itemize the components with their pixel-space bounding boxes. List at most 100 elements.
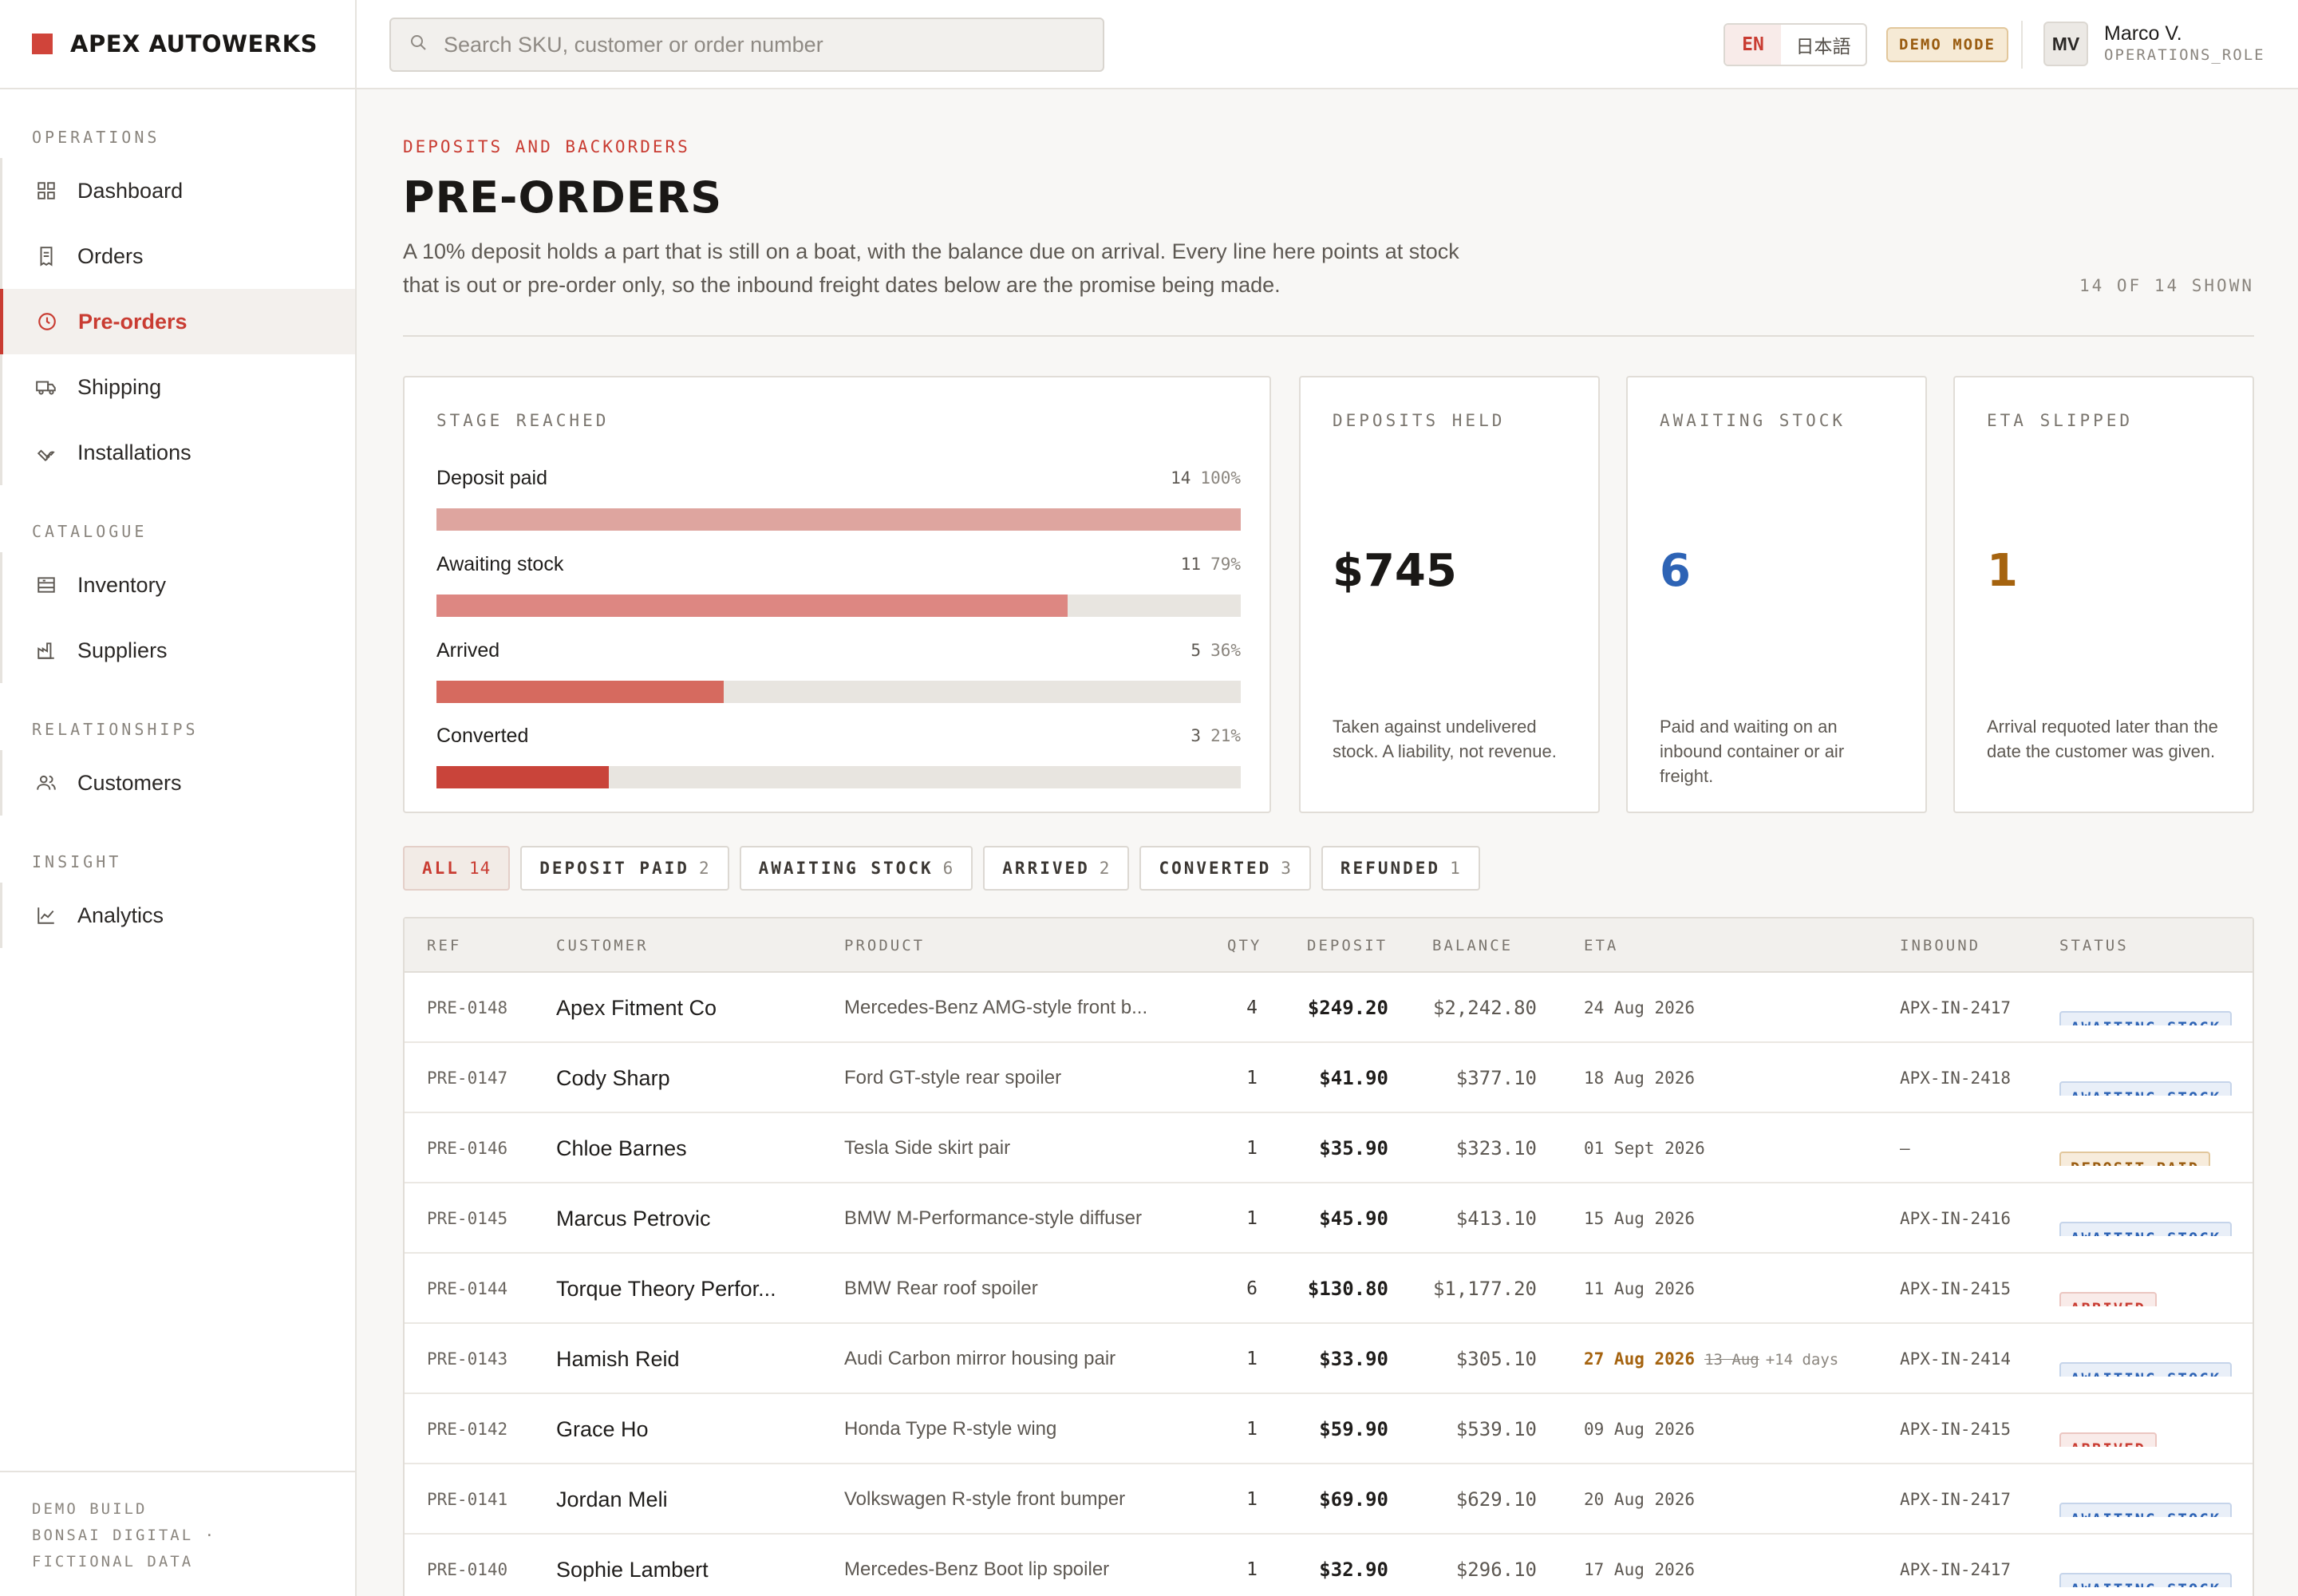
- column-header-status[interactable]: STATUS: [2059, 937, 2129, 954]
- funnel-bar-fill: [436, 508, 1241, 531]
- table-row[interactable]: PRE-0143 Hamish Reid Audi Carbon mirror ho…: [405, 1324, 2253, 1394]
- eta-new: 27 Aug 2026: [1584, 1349, 1696, 1369]
- cell-status: AWAITING STOCK: [2059, 1061, 2233, 1096]
- filter-deposit-paid[interactable]: DEPOSIT PAID 2: [520, 846, 729, 891]
- filter-refunded[interactable]: REFUNDED 1: [1321, 846, 1480, 891]
- sidebar-item-inventory[interactable]: Inventory: [2, 552, 355, 618]
- kpi-card-deposits-held: DEPOSITS HELD $745 Taken against undeliv…: [1299, 376, 1600, 813]
- search-box[interactable]: [389, 18, 1104, 72]
- filter-count: 2: [698, 859, 710, 878]
- filter-all[interactable]: ALL 14: [403, 846, 511, 891]
- stage-pct: 79%: [1210, 555, 1241, 574]
- filter-awaiting-stock[interactable]: AWAITING STOCK 6: [739, 846, 973, 891]
- brand[interactable]: APEX AUTOWERKS: [0, 0, 355, 89]
- cell-eta: 24 Aug 2026: [1584, 998, 1696, 1017]
- search-icon: [409, 33, 428, 57]
- table-row[interactable]: PRE-0147 Cody Sharp Ford GT-style rear spo…: [405, 1043, 2253, 1113]
- cell-customer[interactable]: Grace Ho: [556, 1417, 649, 1441]
- status-badge: AWAITING STOCK: [2059, 1081, 2233, 1096]
- cell-customer[interactable]: Cody Sharp: [556, 1066, 670, 1090]
- cell-inbound: APX-IN-2417: [1900, 1490, 2012, 1509]
- cell-eta: 20 Aug 2026: [1584, 1490, 1696, 1509]
- cell-customer[interactable]: Marcus Petrovic: [556, 1207, 711, 1231]
- wrench-icon: [34, 440, 58, 464]
- user-role: OPERATIONS_ROLE: [2104, 46, 2265, 64]
- cell-customer[interactable]: Hamish Reid: [556, 1347, 680, 1371]
- sidebar-item-customers[interactable]: Customers: [2, 750, 355, 816]
- funnel-stage-count: 11 79%: [1181, 555, 1241, 574]
- cell-balance: $305.10: [1455, 1348, 1537, 1370]
- sidebar-item-orders[interactable]: Orders: [2, 223, 355, 289]
- stage-pct: 36%: [1210, 641, 1241, 660]
- column-header-deposit[interactable]: DEPOSIT: [1307, 937, 1388, 954]
- cell-ref[interactable]: PRE-0148: [427, 998, 508, 1017]
- funnel-bar-fill: [436, 595, 1068, 617]
- filter-count: 1: [1450, 859, 1461, 878]
- table-row[interactable]: PRE-0148 Apex Fitment Co Mercedes-Benz AMG…: [405, 973, 2253, 1043]
- table-row[interactable]: PRE-0142 Grace Ho Honda Type R-style wing 1…: [405, 1394, 2253, 1464]
- filter-arrived[interactable]: ARRIVED 2: [983, 846, 1130, 891]
- cell-ref[interactable]: PRE-0144: [427, 1279, 508, 1298]
- column-header-ref[interactable]: REF: [427, 937, 462, 954]
- card-label: DEPOSITS HELD: [1333, 411, 1506, 430]
- sidebar-item-pre-orders[interactable]: Pre-orders: [0, 289, 355, 354]
- cell-ref[interactable]: PRE-0147: [427, 1069, 508, 1088]
- search-input[interactable]: [444, 32, 1098, 57]
- cell-qty: 4: [1246, 998, 1258, 1018]
- column-header-qty[interactable]: QTY: [1227, 937, 1262, 954]
- avatar[interactable]: MV: [2043, 22, 2088, 66]
- brand-name: APEX AUTOWERKS: [70, 30, 318, 57]
- cell-customer[interactable]: Sophie Lambert: [556, 1558, 709, 1582]
- sidebar-item-label: Customers: [77, 770, 182, 795]
- table-row[interactable]: PRE-0140 Sophie Lambert Mercedes-Benz Boot…: [405, 1535, 2253, 1596]
- column-header-inbound[interactable]: INBOUND: [1900, 937, 1981, 954]
- cell-inbound: APX-IN-2415: [1900, 1420, 2012, 1439]
- column-header-eta[interactable]: ETA: [1584, 937, 1619, 954]
- table-row[interactable]: PRE-0145 Marcus Petrovic BMW M-Performance…: [405, 1183, 2253, 1254]
- table-row[interactable]: PRE-0141 Jordan Meli Volkswagen R-style fr…: [405, 1464, 2253, 1535]
- status-badge: AWAITING STOCK: [2059, 1503, 2233, 1517]
- column-header-balance[interactable]: BALANCE: [1432, 937, 1514, 954]
- cell-inbound: APX-IN-2414: [1900, 1349, 2012, 1369]
- status-filter-bar: ALL 14 DEPOSIT PAID 2 AWAITING STOCK 6 ARRI…: [403, 846, 1491, 891]
- filter-converted[interactable]: CONVERTED 3: [1139, 846, 1311, 891]
- sidebar-item-installations[interactable]: Installations: [2, 420, 355, 485]
- lang-en-button[interactable]: EN: [1725, 25, 1781, 65]
- sidebar-item-dashboard[interactable]: Dashboard: [2, 158, 355, 223]
- cell-ref[interactable]: PRE-0142: [427, 1420, 508, 1439]
- column-header-product[interactable]: PRODUCT: [844, 937, 926, 954]
- cell-ref[interactable]: PRE-0146: [427, 1139, 508, 1158]
- sidebar-item-shipping[interactable]: Shipping: [2, 354, 355, 420]
- status-badge: ARRIVED: [2059, 1432, 2158, 1447]
- table-row[interactable]: PRE-0144 Torque Theory Perfor... BMW Rear …: [405, 1254, 2253, 1324]
- cell-status: AWAITING STOCK: [2059, 1482, 2233, 1517]
- cell-customer[interactable]: Jordan Meli: [556, 1487, 668, 1511]
- column-header-customer[interactable]: CUSTOMER: [556, 937, 649, 954]
- sidebar-item-analytics[interactable]: Analytics: [2, 883, 355, 948]
- user-name[interactable]: Marco V.: [2104, 22, 2182, 45]
- cell-customer[interactable]: Chloe Barnes: [556, 1136, 687, 1160]
- truck-icon: [34, 375, 58, 399]
- kpi-card-eta-slipped: ETA SLIPPED 1 Arrival requoted later tha…: [1953, 376, 2254, 813]
- status-badge: AWAITING STOCK: [2059, 1011, 2233, 1025]
- cell-ref[interactable]: PRE-0141: [427, 1490, 508, 1509]
- brand-logo-mark: [32, 34, 53, 54]
- lang-ja-button[interactable]: 日本語: [1795, 36, 1851, 57]
- kpi-note: Arrival requoted later than the date the…: [1987, 717, 2218, 761]
- cell-customer[interactable]: Apex Fitment Co: [556, 996, 717, 1020]
- nav-heading: RELATIONSHIPS: [32, 720, 199, 739]
- divider: [2021, 21, 2023, 69]
- sidebar-item-label: Suppliers: [77, 638, 168, 662]
- cell-ref[interactable]: PRE-0143: [427, 1349, 508, 1369]
- nav-heading: INSIGHT: [32, 852, 122, 871]
- page-eyebrow: DEPOSITS AND BACKORDERS: [403, 137, 690, 156]
- filter-label: CONVERTED: [1159, 859, 1272, 878]
- cell-ref[interactable]: PRE-0145: [427, 1209, 508, 1228]
- funnel-bar-track: [436, 681, 1241, 703]
- table-row[interactable]: PRE-0146 Chloe Barnes Tesla Side skirt pai…: [405, 1113, 2253, 1183]
- cell-ref[interactable]: PRE-0140: [427, 1560, 508, 1579]
- funnel-stage-name: Deposit paid: [436, 467, 547, 489]
- cell-customer[interactable]: Torque Theory Perfor...: [556, 1277, 776, 1301]
- cell-product: Tesla Side skirt pair: [844, 1137, 1011, 1159]
- sidebar-item-suppliers[interactable]: Suppliers: [2, 618, 355, 683]
